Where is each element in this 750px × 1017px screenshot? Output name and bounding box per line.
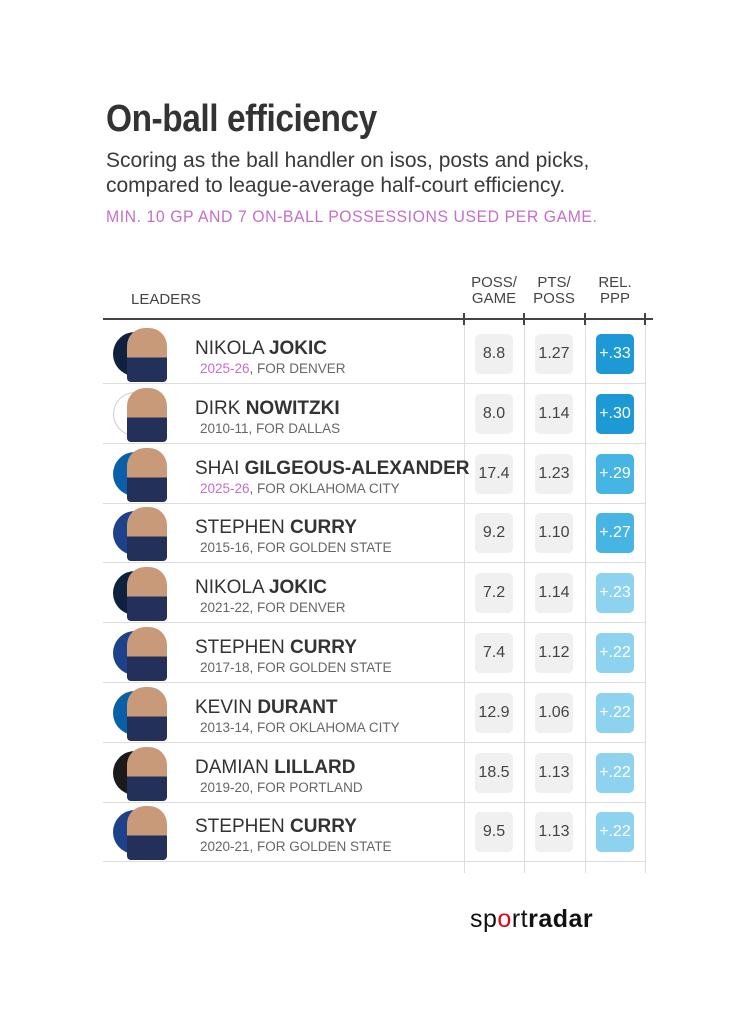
poss-per-game: 8.0 bbox=[475, 393, 513, 434]
table-row: NIKOLA JOKIC 2021-22, FOR DENVER 7.2 1.1… bbox=[103, 563, 645, 624]
table-row: DAMIAN LILLARD 2019-20, FOR PORTLAND 18.… bbox=[103, 743, 645, 803]
season-team: 2010-11, FOR DALLAS bbox=[200, 420, 341, 436]
rel-ppp-badge: +.22 bbox=[596, 752, 634, 793]
player-name: STEPHEN CURRY bbox=[195, 816, 357, 838]
player-name: DAMIAN LILLARD bbox=[195, 756, 356, 778]
rel-ppp-badge: +.22 bbox=[596, 692, 634, 733]
header-tick bbox=[463, 313, 465, 325]
table-row: DIRK NOWITZKI 2010-11, FOR DALLAS 8.0 1.… bbox=[103, 384, 645, 444]
player-headshot bbox=[127, 507, 167, 562]
player-name: STEPHEN CURRY bbox=[195, 637, 357, 658]
poss-per-game: 8.8 bbox=[475, 334, 513, 374]
pts-per-poss: 1.27 bbox=[535, 334, 573, 374]
rel-ppp-badge: +.27 bbox=[596, 513, 634, 554]
table-row: STEPHEN CURRY 2017-18, FOR GOLDEN STATE … bbox=[103, 623, 645, 683]
poss-per-game: 12.9 bbox=[475, 692, 513, 733]
table-row: STEPHEN CURRY 2020-21, FOR GOLDEN STATE … bbox=[103, 802, 645, 863]
poss-per-game: 17.4 bbox=[475, 453, 513, 494]
pts-per-poss: 1.10 bbox=[535, 513, 573, 554]
rel-ppp-badge: +.22 bbox=[596, 633, 634, 673]
player-headshot bbox=[127, 806, 167, 861]
player-name: NIKOLA JOKIC bbox=[195, 577, 328, 599]
header-tick bbox=[644, 313, 646, 325]
pts-per-poss: 1.23 bbox=[535, 453, 573, 494]
poss-per-game: 9.5 bbox=[475, 812, 513, 853]
header-tick bbox=[584, 313, 586, 325]
poss-per-game: 7.4 bbox=[475, 633, 513, 673]
season-team: 2015-16, FOR GOLDEN STATE bbox=[200, 540, 392, 556]
pts-per-poss: 1.14 bbox=[535, 573, 573, 614]
pts-per-poss: 1.13 bbox=[535, 752, 573, 793]
column-header-poss-game: POSS/ GAME bbox=[471, 274, 517, 307]
player-headshot bbox=[127, 627, 167, 681]
player-headshot bbox=[127, 686, 167, 741]
sportradar-logo: sportradar bbox=[470, 905, 594, 933]
rel-ppp-badge: +.30 bbox=[596, 393, 634, 434]
header-rule bbox=[103, 318, 653, 320]
player-name: STEPHEN CURRY bbox=[195, 517, 357, 539]
season-team: 2013-14, FOR OKLAHOMA CITY bbox=[200, 719, 400, 735]
player-name: DIRK NOWITZKI bbox=[195, 397, 340, 419]
table-row: STEPHEN CURRY 2015-16, FOR GOLDEN STATE … bbox=[103, 503, 645, 564]
column-divider bbox=[464, 325, 465, 873]
column-header-rel-ppp: REL. PPP bbox=[598, 274, 632, 307]
table-row: SHAI GILGEOUS-ALEXANDER 2025-26, FOR OKL… bbox=[103, 444, 645, 504]
player-headshot bbox=[127, 387, 167, 442]
column-divider bbox=[645, 325, 646, 873]
rel-ppp-badge: +.33 bbox=[596, 334, 634, 374]
season-team: 2019-20, FOR PORTLAND bbox=[200, 779, 363, 795]
poss-per-game: 9.2 bbox=[475, 513, 513, 554]
poss-per-game: 7.2 bbox=[475, 573, 513, 614]
player-name: KEVIN DURANT bbox=[195, 696, 338, 718]
pts-per-poss: 1.06 bbox=[535, 692, 573, 733]
subtitle: Scoring as the ball handler on isos, pos… bbox=[106, 149, 590, 197]
table-row: KEVIN DURANT 2013-14, FOR OKLAHOMA CITY … bbox=[103, 683, 645, 743]
season-team: 2021-22, FOR DENVER bbox=[200, 600, 346, 616]
pts-per-poss: 1.12 bbox=[535, 633, 573, 673]
column-divider bbox=[585, 325, 586, 873]
rel-ppp-badge: +.29 bbox=[596, 453, 634, 494]
table-row: NIKOLA JOKIC 2025-26, FOR DENVER 8.8 1.2… bbox=[103, 324, 645, 384]
player-headshot bbox=[127, 567, 167, 622]
header-tick bbox=[523, 313, 525, 325]
pts-per-poss: 1.13 bbox=[535, 812, 573, 853]
player-headshot bbox=[127, 447, 167, 502]
qualifier-note: MIN. 10 GP AND 7 ON-BALL POSSESSIONS USE… bbox=[106, 207, 598, 226]
season-team: 2017-18, FOR GOLDEN STATE bbox=[200, 660, 392, 675]
column-header-leaders: LEADERS bbox=[131, 291, 202, 308]
column-header-pts-poss: PTS/ POSS bbox=[533, 274, 575, 307]
rel-ppp-badge: +.22 bbox=[596, 812, 634, 853]
player-name: NIKOLA JOKIC bbox=[195, 338, 328, 359]
season-team: 2025-26, FOR DENVER bbox=[200, 361, 346, 376]
player-name: SHAI GILGEOUS-ALEXANDER bbox=[195, 457, 470, 479]
player-headshot bbox=[127, 746, 167, 801]
player-headshot bbox=[127, 328, 167, 382]
rel-ppp-badge: +.23 bbox=[596, 573, 634, 614]
column-divider bbox=[524, 325, 525, 873]
season-team: 2025-26, FOR OKLAHOMA CITY bbox=[200, 480, 400, 496]
page-title: On-ball efficiency bbox=[106, 98, 377, 140]
pts-per-poss: 1.14 bbox=[535, 393, 573, 434]
poss-per-game: 18.5 bbox=[475, 752, 513, 793]
season-team: 2020-21, FOR GOLDEN STATE bbox=[200, 839, 392, 855]
